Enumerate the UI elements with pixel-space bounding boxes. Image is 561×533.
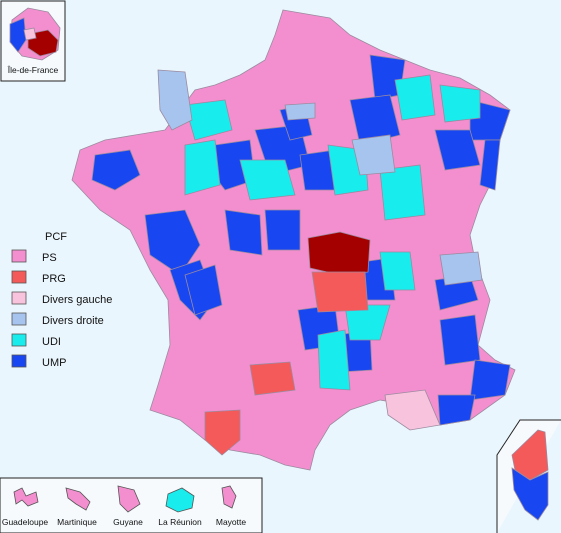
corsica-corse-du-sud[interactable] bbox=[511, 467, 549, 521]
overseas-shape-1[interactable] bbox=[65, 487, 91, 511]
department-vendee[interactable] bbox=[144, 209, 201, 276]
overseas-shape-3[interactable] bbox=[165, 487, 195, 513]
department-isere[interactable] bbox=[439, 314, 481, 366]
overseas-label-4: Mayotte bbox=[216, 517, 247, 527]
overseas-label-2: Guyane bbox=[113, 517, 143, 527]
overseas-label-1: Martinique bbox=[57, 517, 97, 527]
department-bas-rhin[interactable] bbox=[439, 84, 481, 123]
legend-label-2: PRG bbox=[42, 273, 66, 285]
legend-swatch-5 bbox=[11, 333, 27, 347]
department-meurthe-et-moselle[interactable] bbox=[434, 129, 481, 171]
prg-departments bbox=[204, 271, 369, 456]
ile-de-france-label: Île-de-France bbox=[7, 65, 59, 75]
overseas-label-3: La Réunion bbox=[158, 517, 202, 527]
legend-label-3: Divers gauche bbox=[42, 294, 112, 306]
udi-departments bbox=[184, 74, 481, 391]
department-eure-et-loir[interactable] bbox=[239, 159, 296, 201]
department-var[interactable] bbox=[437, 394, 476, 426]
department-allier[interactable] bbox=[264, 209, 301, 251]
legend-swatch-6 bbox=[11, 354, 27, 368]
department-haut-rhin[interactable] bbox=[479, 139, 501, 191]
department-finistere[interactable] bbox=[91, 149, 141, 191]
overseas-shape-2[interactable] bbox=[117, 485, 141, 513]
ump-departments bbox=[91, 54, 511, 426]
ile-de-france-inset: Île-de-France bbox=[0, 0, 66, 82]
department-val-doise[interactable] bbox=[284, 102, 316, 121]
department-cantal[interactable] bbox=[344, 304, 391, 341]
department-cote-dor[interactable] bbox=[351, 134, 396, 176]
department-haute-marne[interactable] bbox=[379, 164, 426, 221]
department-ain[interactable] bbox=[439, 251, 483, 286]
overseas-label-0: Guadeloupe bbox=[2, 517, 49, 527]
department-savoie[interactable] bbox=[379, 251, 416, 291]
legend-swatch-2 bbox=[11, 270, 27, 284]
legend-label-4: Divers droite bbox=[42, 315, 104, 327]
department-indre[interactable] bbox=[224, 209, 263, 256]
overseas-shape-0[interactable] bbox=[13, 487, 39, 507]
legend-swatch-4 bbox=[11, 312, 27, 326]
divers-droite-departments bbox=[157, 69, 483, 286]
legend-swatch-3 bbox=[11, 291, 27, 305]
department-puy-de-dome[interactable] bbox=[307, 231, 371, 276]
ile-de-france-ump[interactable] bbox=[9, 17, 27, 53]
department-manche[interactable] bbox=[184, 99, 233, 141]
department-marne[interactable] bbox=[349, 94, 401, 146]
department-haute-loire[interactable] bbox=[311, 271, 369, 313]
corsica-inset bbox=[496, 419, 561, 533]
legend: PCF PS PRG Divers gauche Divers droite UDI UMP bbox=[11, 231, 112, 369]
legend-label-6: UMP bbox=[42, 357, 66, 369]
legend-label-5: UDI bbox=[42, 336, 61, 348]
legend-label-1: PS bbox=[42, 252, 57, 264]
department-gironde[interactable] bbox=[184, 264, 223, 316]
department-bouches-du-rhone[interactable] bbox=[384, 389, 441, 431]
department-mayenne[interactable] bbox=[184, 139, 221, 196]
legend-label-0: PCF bbox=[45, 231, 67, 243]
overseas-inset: Guadeloupe Martinique Guyane La Réunion Mayo… bbox=[0, 477, 263, 533]
department-hautes-pyrenees[interactable] bbox=[204, 409, 241, 456]
ile-de-france-prg[interactable] bbox=[23, 27, 37, 41]
department-aisne[interactable] bbox=[394, 74, 436, 121]
department-aveyron[interactable] bbox=[317, 329, 351, 391]
legend-swatch-1 bbox=[11, 249, 27, 263]
department-calvados[interactable] bbox=[157, 69, 193, 131]
overseas-shape-4[interactable] bbox=[221, 485, 237, 509]
department-alpes-maritimes[interactable] bbox=[469, 359, 511, 401]
department-tarn-et-garonne[interactable] bbox=[249, 361, 296, 396]
